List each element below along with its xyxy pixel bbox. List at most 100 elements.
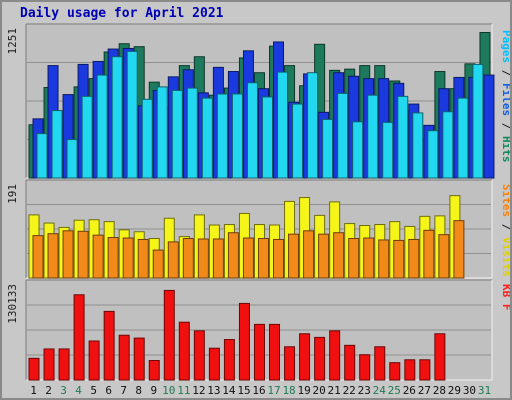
bar-kb-f <box>223 339 235 381</box>
bar-kb-f <box>133 337 145 381</box>
x-tick-label: 9 <box>150 384 157 397</box>
visits_panel: 191 Sites / Visits <box>6 179 510 279</box>
bar-pages <box>472 63 484 179</box>
legend: Pages / Files / Hits <box>500 30 510 163</box>
bar-kb-f <box>28 357 40 381</box>
bar-sites <box>197 238 209 279</box>
bar-kb-f <box>299 333 311 381</box>
legend: Sites / Visits <box>500 184 510 277</box>
bar-sites <box>378 239 390 279</box>
bar-sites <box>363 237 375 279</box>
bar-kb-f <box>253 323 265 381</box>
bar-pages <box>141 98 153 179</box>
x-tick-label: 23 <box>358 384 371 397</box>
bar-kb-f <box>73 294 85 381</box>
bar-kb-f <box>434 333 446 381</box>
bar-sites <box>227 232 239 279</box>
bar-kb-f <box>58 348 70 381</box>
bar-pages <box>126 50 138 179</box>
x-tick-label: 14 <box>222 384 236 397</box>
bar-sites <box>92 234 104 279</box>
bar-pages <box>186 87 198 179</box>
bar-sites <box>348 238 360 279</box>
x-tick-label: 5 <box>90 384 97 397</box>
bar-kb-f <box>88 340 100 381</box>
bar-sites <box>182 238 194 279</box>
bar-pages <box>457 97 469 179</box>
bar-pages <box>66 139 78 179</box>
bar-kb-f <box>163 289 175 381</box>
bar-sites <box>288 233 300 279</box>
bar-pages <box>156 86 168 179</box>
x-tick-label: 27 <box>418 384 431 397</box>
legend-entry: Hits <box>500 136 510 163</box>
x-tick-label: 18 <box>282 384 295 397</box>
bar-pages <box>337 92 349 179</box>
bar-pages <box>397 95 409 179</box>
x-tick-label: 11 <box>177 384 190 397</box>
bar-pages <box>246 82 258 179</box>
bar-pages <box>51 110 63 179</box>
bar-pages <box>307 72 319 179</box>
legend-entry: Visits <box>500 237 510 277</box>
bar-kb-f <box>178 321 190 381</box>
legend-entry: / <box>500 123 510 136</box>
x-tick-label: 15 <box>237 384 250 397</box>
bar-sites <box>257 238 269 279</box>
bar-kb-f <box>103 310 115 381</box>
bar-pages <box>216 93 228 179</box>
bar-sites <box>318 233 330 279</box>
legend-entry: / <box>500 70 510 83</box>
x-tick-label: 20 <box>313 384 326 397</box>
x-tick-label: 3 <box>60 384 67 397</box>
x-tick-label: 25 <box>388 384 401 397</box>
bar-sites <box>408 238 420 279</box>
bar-sites <box>242 237 254 279</box>
bar-sites <box>122 237 134 279</box>
bar-sites <box>62 230 74 279</box>
bar-sites <box>77 230 89 279</box>
bar-pages <box>96 74 108 179</box>
bar-sites <box>438 234 450 279</box>
x-tick-label: 2 <box>45 384 52 397</box>
bar-pages <box>367 94 379 179</box>
bar-sites <box>423 229 435 279</box>
bar-sites <box>137 238 149 279</box>
legend-entry: Pages <box>500 30 510 70</box>
legend-entry: Sites <box>500 184 510 224</box>
y-max-label: 130133 <box>6 284 19 324</box>
bar-sites <box>152 249 164 279</box>
legend: KB F <box>500 284 510 311</box>
x-tick-label: 8 <box>135 384 142 397</box>
bar-pages <box>111 56 123 179</box>
bar-pages <box>352 121 364 179</box>
x-tick-label: 30 <box>463 384 476 397</box>
bar-pages <box>81 95 93 179</box>
x-tick-label: 28 <box>433 384 446 397</box>
x-tick-label: 1 <box>30 384 37 397</box>
x-tick-label: 7 <box>120 384 127 397</box>
x-tick-label: 21 <box>328 384 341 397</box>
legend-entry: / <box>500 224 510 237</box>
bar-pages <box>412 112 424 179</box>
bar-kb-f <box>314 336 326 381</box>
x-tick-label: 29 <box>448 384 461 397</box>
bar-pages <box>201 97 213 179</box>
bar-sites <box>167 241 179 279</box>
x-tick-label: 4 <box>75 384 82 397</box>
bar-sites <box>212 238 224 279</box>
legend-entry: Files <box>500 83 510 123</box>
y-max-label: 191 <box>6 184 19 204</box>
bar-kb-f <box>148 359 160 381</box>
bar-sites <box>107 237 119 279</box>
bar-pages <box>442 111 454 179</box>
bar-sites <box>47 233 59 279</box>
bar-kb-f <box>329 330 341 381</box>
bar-kb-f <box>374 346 386 381</box>
bar-pages <box>292 103 304 179</box>
bar-kb-f <box>43 348 55 381</box>
x-tick-label: 19 <box>297 384 310 397</box>
x-tick-label: 13 <box>207 384 220 397</box>
hits_panel: 1251 Pages / Files / Hits <box>6 23 510 179</box>
